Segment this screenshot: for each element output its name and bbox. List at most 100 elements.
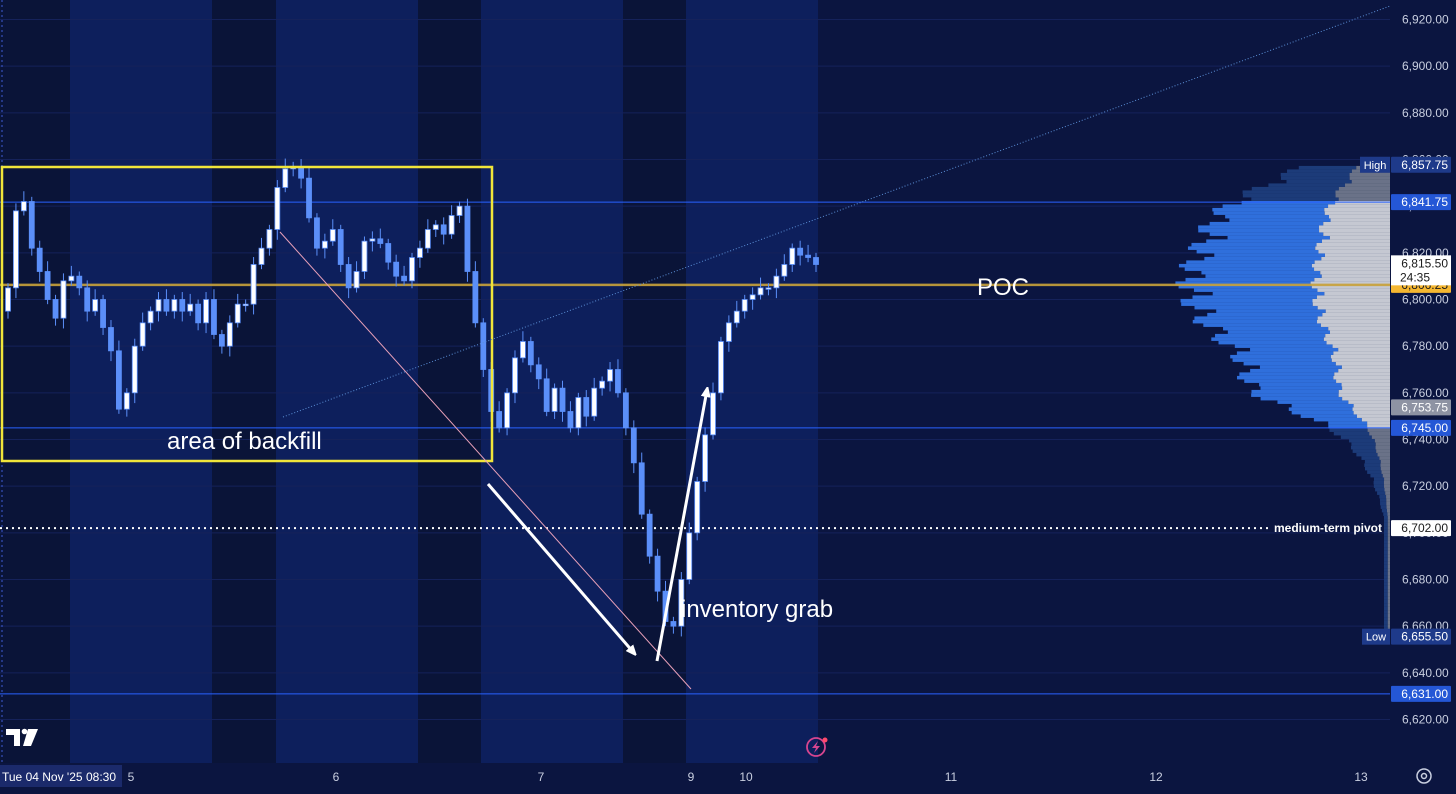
volume-profile-bar xyxy=(1204,256,1322,261)
volume-profile-bar xyxy=(1387,585,1390,590)
settings-gear-icon[interactable] xyxy=(1416,768,1432,784)
volume-profile-bar xyxy=(1387,519,1390,523)
price-tick-label: 6,640.00 xyxy=(1402,666,1449,680)
volume-profile-bar xyxy=(1212,207,1325,212)
candle-body xyxy=(337,229,344,265)
volume-profile-bar xyxy=(1364,463,1381,467)
candle-body xyxy=(773,275,780,289)
lightning-icon[interactable] xyxy=(806,737,828,757)
candle-body xyxy=(512,357,518,394)
volume-profile-bar xyxy=(1333,431,1370,436)
volume-profile-bar xyxy=(1212,291,1325,296)
volume-profile-bar xyxy=(1338,347,1390,352)
volume-profile-bar xyxy=(1384,543,1388,548)
time-tick-label: 10 xyxy=(739,770,753,784)
volume-profile-bar xyxy=(1332,344,1390,348)
price-tick-label: 6,740.00 xyxy=(1402,433,1449,447)
volume-profile-bar xyxy=(1329,235,1390,240)
volume-profile-bar xyxy=(1379,456,1390,460)
time-tick-label: 9 xyxy=(688,770,695,784)
candle-body xyxy=(60,280,67,319)
backfill-box[interactable] xyxy=(0,165,494,463)
candle-body xyxy=(607,369,613,382)
time-tick-label: 12 xyxy=(1149,770,1163,784)
volume-profile-bar xyxy=(1387,592,1390,597)
volume-profile-bar xyxy=(1225,214,1330,219)
volume-profile-bar xyxy=(1178,284,1312,289)
candle-body xyxy=(599,380,606,389)
volume-profile-bar xyxy=(1384,592,1388,597)
volume-profile-bar xyxy=(1315,246,1390,250)
crosshair-time-box xyxy=(0,765,122,787)
volume-profile-bar xyxy=(1300,414,1357,418)
dotted-trend-line[interactable] xyxy=(282,5,1391,418)
high-price-tag xyxy=(1391,156,1451,173)
volume-profile-bar xyxy=(1260,386,1343,390)
price-tick-label: 6,620.00 xyxy=(1402,713,1449,727)
inventory-grab-text: inventory grab xyxy=(681,596,833,623)
volume-profile-bar xyxy=(1367,424,1390,429)
volume-profile-bar xyxy=(1384,624,1388,628)
candle-body xyxy=(591,387,598,417)
descending-trend-line[interactable] xyxy=(279,231,692,690)
candle-body xyxy=(116,350,122,410)
volume-profile-bar xyxy=(1387,561,1390,565)
volume-profile-bar xyxy=(1386,501,1390,506)
candle-body xyxy=(250,264,257,305)
price-tick-label: 6,680.00 xyxy=(1402,573,1449,587)
candle-body xyxy=(797,247,804,256)
volume-profile-bar xyxy=(1250,347,1339,352)
candle-body xyxy=(456,205,463,216)
volume-profile-bar xyxy=(1384,519,1388,523)
volume-profile-bar xyxy=(1385,491,1390,495)
volume-profile-bar xyxy=(1334,372,1390,376)
volume-profile-bar xyxy=(1259,365,1342,369)
volume-profile-bar xyxy=(1227,330,1331,334)
upper-level-price-tag-text: 6,841.75 xyxy=(1401,195,1448,209)
volume-profile-bar xyxy=(1205,274,1322,278)
value-area-low-price-tag-text: 6,745.00 xyxy=(1401,421,1448,435)
candle-body xyxy=(345,264,352,289)
volume-profile-bar xyxy=(1330,218,1390,222)
volume-profile-bar xyxy=(1384,550,1388,555)
volume-profile-bar xyxy=(1318,225,1390,229)
volume-profile-bar xyxy=(1387,536,1390,541)
volume-profile-bar xyxy=(1356,414,1390,418)
volume-profile-bar xyxy=(1384,571,1388,576)
tradingview-logo-icon[interactable] xyxy=(6,728,38,746)
candle-body xyxy=(187,303,194,312)
volume-profile-bar xyxy=(1356,452,1378,457)
volume-profile-bar xyxy=(1373,480,1384,485)
volume-profile-bar xyxy=(1387,571,1390,576)
volume-profile-bar xyxy=(1387,515,1390,520)
volume-profile-bar xyxy=(1387,526,1390,530)
time-axis[interactable] xyxy=(0,763,1456,789)
volume-profile-bar xyxy=(1348,400,1390,404)
countdown-text: 24:35 xyxy=(1400,270,1430,284)
volume-profile-bar xyxy=(1342,396,1390,401)
volume-profile-bar xyxy=(1351,179,1390,184)
value-area-low-price-tag xyxy=(1391,419,1451,436)
volume-profile-bar xyxy=(1193,288,1318,292)
candle-body xyxy=(409,257,415,282)
volume-profile-bar xyxy=(1373,477,1385,481)
volume-profile-bar xyxy=(1383,512,1388,516)
volume-profile-bar xyxy=(1227,235,1330,240)
up-arrow[interactable] xyxy=(655,390,707,662)
time-tick-label: 11 xyxy=(945,770,958,784)
price-tick-label: 6,880.00 xyxy=(1402,106,1449,120)
candle-body xyxy=(84,287,91,312)
volume-profile-bar xyxy=(1244,379,1337,383)
volume-profile-bar xyxy=(1328,326,1390,331)
down-arrow[interactable] xyxy=(486,483,634,653)
volume-profile-bar xyxy=(1314,267,1390,271)
volume-profile-bar xyxy=(1325,309,1390,313)
volume-profile-bar xyxy=(1387,540,1390,544)
volume-profile-bar xyxy=(1328,421,1368,425)
upper-level-price-tag xyxy=(1391,194,1451,211)
price-axis[interactable] xyxy=(1390,0,1456,789)
volume-profile-bar xyxy=(1384,547,1388,551)
volume-profile-bar xyxy=(1322,312,1390,317)
